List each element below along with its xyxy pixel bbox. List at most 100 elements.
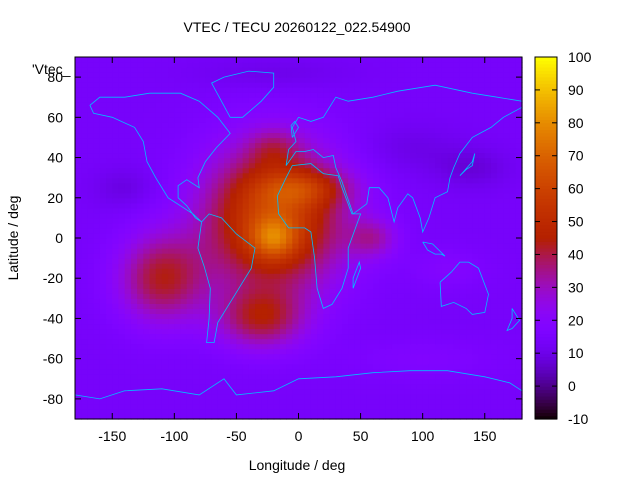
heat-cell xyxy=(286,112,293,118)
heat-cell xyxy=(87,273,95,279)
heat-cell xyxy=(224,293,231,299)
heat-cell xyxy=(435,112,442,118)
heat-cell xyxy=(447,222,455,229)
heat-cell xyxy=(186,343,194,350)
heat-cell xyxy=(242,278,250,284)
heat-cell xyxy=(93,238,101,244)
heat-cell xyxy=(422,393,430,400)
heat-cell xyxy=(112,217,120,224)
heat-cell xyxy=(341,268,349,274)
heat-cell xyxy=(478,77,486,83)
heat-cell xyxy=(410,112,418,118)
heat-cell xyxy=(360,273,368,279)
heat-cell xyxy=(292,112,300,118)
heat-cell xyxy=(341,162,349,169)
heat-cell xyxy=(236,328,244,335)
heat-cell xyxy=(279,107,287,113)
heat-cell xyxy=(410,303,418,309)
heat-cell xyxy=(323,388,331,395)
heat-cell xyxy=(186,72,194,78)
heat-cell xyxy=(366,82,374,88)
heat-cell xyxy=(317,368,324,375)
heat-cell xyxy=(199,122,206,128)
heat-cell xyxy=(385,77,393,83)
heat-cell xyxy=(410,273,418,279)
heat-cell xyxy=(168,393,175,400)
heat-cell xyxy=(286,268,293,274)
heat-cell xyxy=(75,212,82,219)
heat-cell xyxy=(509,82,517,88)
heat-cell xyxy=(503,197,511,204)
heat-cell xyxy=(192,82,200,88)
heat-cell xyxy=(99,283,107,289)
heat-cell xyxy=(447,358,455,365)
heat-cell xyxy=(509,92,517,98)
heat-cell xyxy=(478,413,486,420)
heat-cell xyxy=(515,217,523,224)
heat-cell xyxy=(248,408,256,415)
heat-cell xyxy=(472,383,480,390)
heat-cell xyxy=(137,318,144,325)
heat-cell xyxy=(205,238,213,244)
heat-cell xyxy=(286,187,293,194)
heat-cell xyxy=(137,137,144,144)
heat-cell xyxy=(466,403,473,410)
heat-cell xyxy=(292,293,300,299)
heat-cell xyxy=(497,248,504,254)
heat-cell xyxy=(428,353,436,360)
heat-cell xyxy=(143,288,151,294)
heat-cell xyxy=(75,413,82,420)
heat-cell xyxy=(478,288,486,294)
heat-cell xyxy=(329,303,337,309)
heat-cell xyxy=(130,258,138,264)
heat-cell xyxy=(472,278,480,284)
heat-cell xyxy=(379,217,387,224)
heat-cell xyxy=(137,202,144,209)
heat-cell xyxy=(99,373,107,380)
heat-cell xyxy=(93,403,101,410)
heat-cell xyxy=(242,97,250,103)
heat-cell xyxy=(335,398,343,405)
heat-cell xyxy=(385,273,393,279)
heat-cell xyxy=(248,107,256,113)
heat-cell xyxy=(255,288,262,294)
heat-cell xyxy=(292,323,300,330)
heat-cell xyxy=(273,303,281,309)
heat-cell xyxy=(298,298,306,304)
heat-cell xyxy=(435,157,442,164)
heat-cell xyxy=(106,202,113,209)
heat-cell xyxy=(130,358,138,365)
heat-cell xyxy=(224,308,231,315)
heat-cell xyxy=(93,308,101,315)
heat-cell xyxy=(242,313,250,320)
heat-cell xyxy=(205,112,213,118)
heat-cell xyxy=(75,192,82,199)
heat-cell xyxy=(118,248,126,254)
heat-cell xyxy=(329,408,337,415)
heat-cell xyxy=(428,303,436,309)
heat-cell xyxy=(304,308,312,315)
heat-cell xyxy=(404,222,411,229)
heat-cell xyxy=(472,318,480,325)
heat-cell xyxy=(106,393,113,400)
heat-cell xyxy=(385,333,393,340)
heat-cell xyxy=(341,142,349,149)
heat-cell xyxy=(484,303,492,309)
heat-cell xyxy=(286,77,293,83)
heat-cell xyxy=(192,388,200,395)
heat-cell xyxy=(323,318,331,325)
heat-cell xyxy=(255,323,262,330)
heat-cell xyxy=(515,283,523,289)
heat-cell xyxy=(304,303,312,309)
heat-cell xyxy=(161,177,169,184)
heat-cell xyxy=(391,238,399,244)
heat-cell xyxy=(373,328,380,335)
heat-cell xyxy=(515,157,523,164)
heat-cell xyxy=(217,207,225,214)
heat-cell xyxy=(509,182,517,189)
heat-cell xyxy=(273,253,281,259)
heat-cell xyxy=(118,323,126,330)
heat-cell xyxy=(180,172,188,179)
heat-cell xyxy=(230,77,238,83)
heat-cell xyxy=(422,192,430,199)
